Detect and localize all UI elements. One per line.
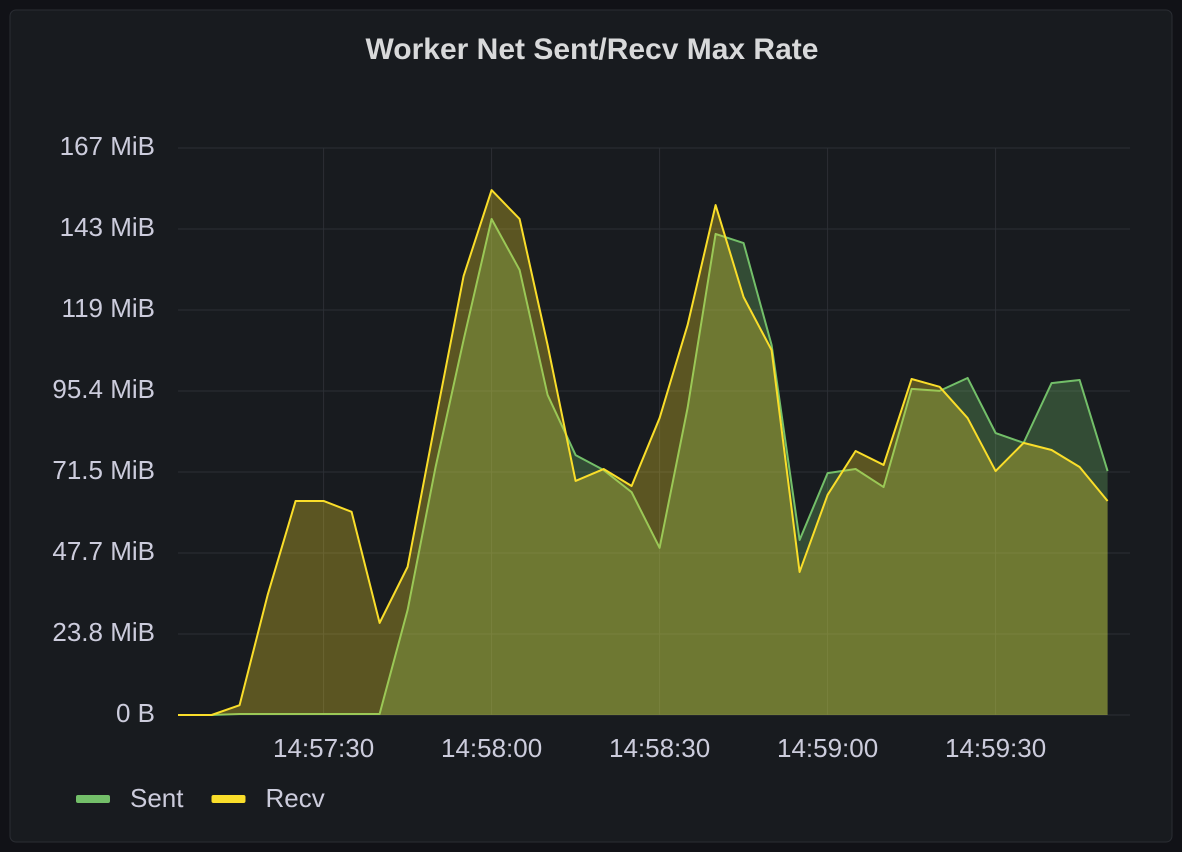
legend-label: Recv bbox=[266, 783, 325, 813]
y-tick-label: 47.7 MiB bbox=[52, 536, 155, 566]
x-tick-label: 14:59:30 bbox=[945, 733, 1046, 763]
y-tick-label: 95.4 MiB bbox=[52, 374, 155, 404]
x-tick-label: 14:59:00 bbox=[777, 733, 878, 763]
panel bbox=[9, 9, 1173, 843]
legend-swatch bbox=[211, 795, 246, 803]
y-tick-label: 119 MiB bbox=[62, 293, 155, 323]
y-tick-label: 0 B bbox=[116, 698, 155, 728]
chart-title: Worker Net Sent/Recv Max Rate bbox=[366, 33, 819, 66]
series-line bbox=[178, 217, 1109, 716]
y-tick-label: 143 MiB bbox=[60, 212, 155, 242]
series-line bbox=[178, 189, 1109, 716]
x-tick-label: 14:58:30 bbox=[609, 733, 710, 763]
legend-label: Sent bbox=[130, 783, 184, 813]
y-tick-label: 167 MiB bbox=[60, 131, 155, 161]
x-tick-label: 14:57:30 bbox=[273, 733, 374, 763]
y-tick-label: 23.8 MiB bbox=[52, 617, 155, 647]
series-area bbox=[178, 190, 1108, 716]
series-area bbox=[178, 218, 1108, 716]
y-tick-label: 71.5 MiB bbox=[52, 455, 155, 485]
legend-swatch bbox=[76, 795, 110, 803]
x-tick-label: 14:58:00 bbox=[441, 733, 542, 763]
